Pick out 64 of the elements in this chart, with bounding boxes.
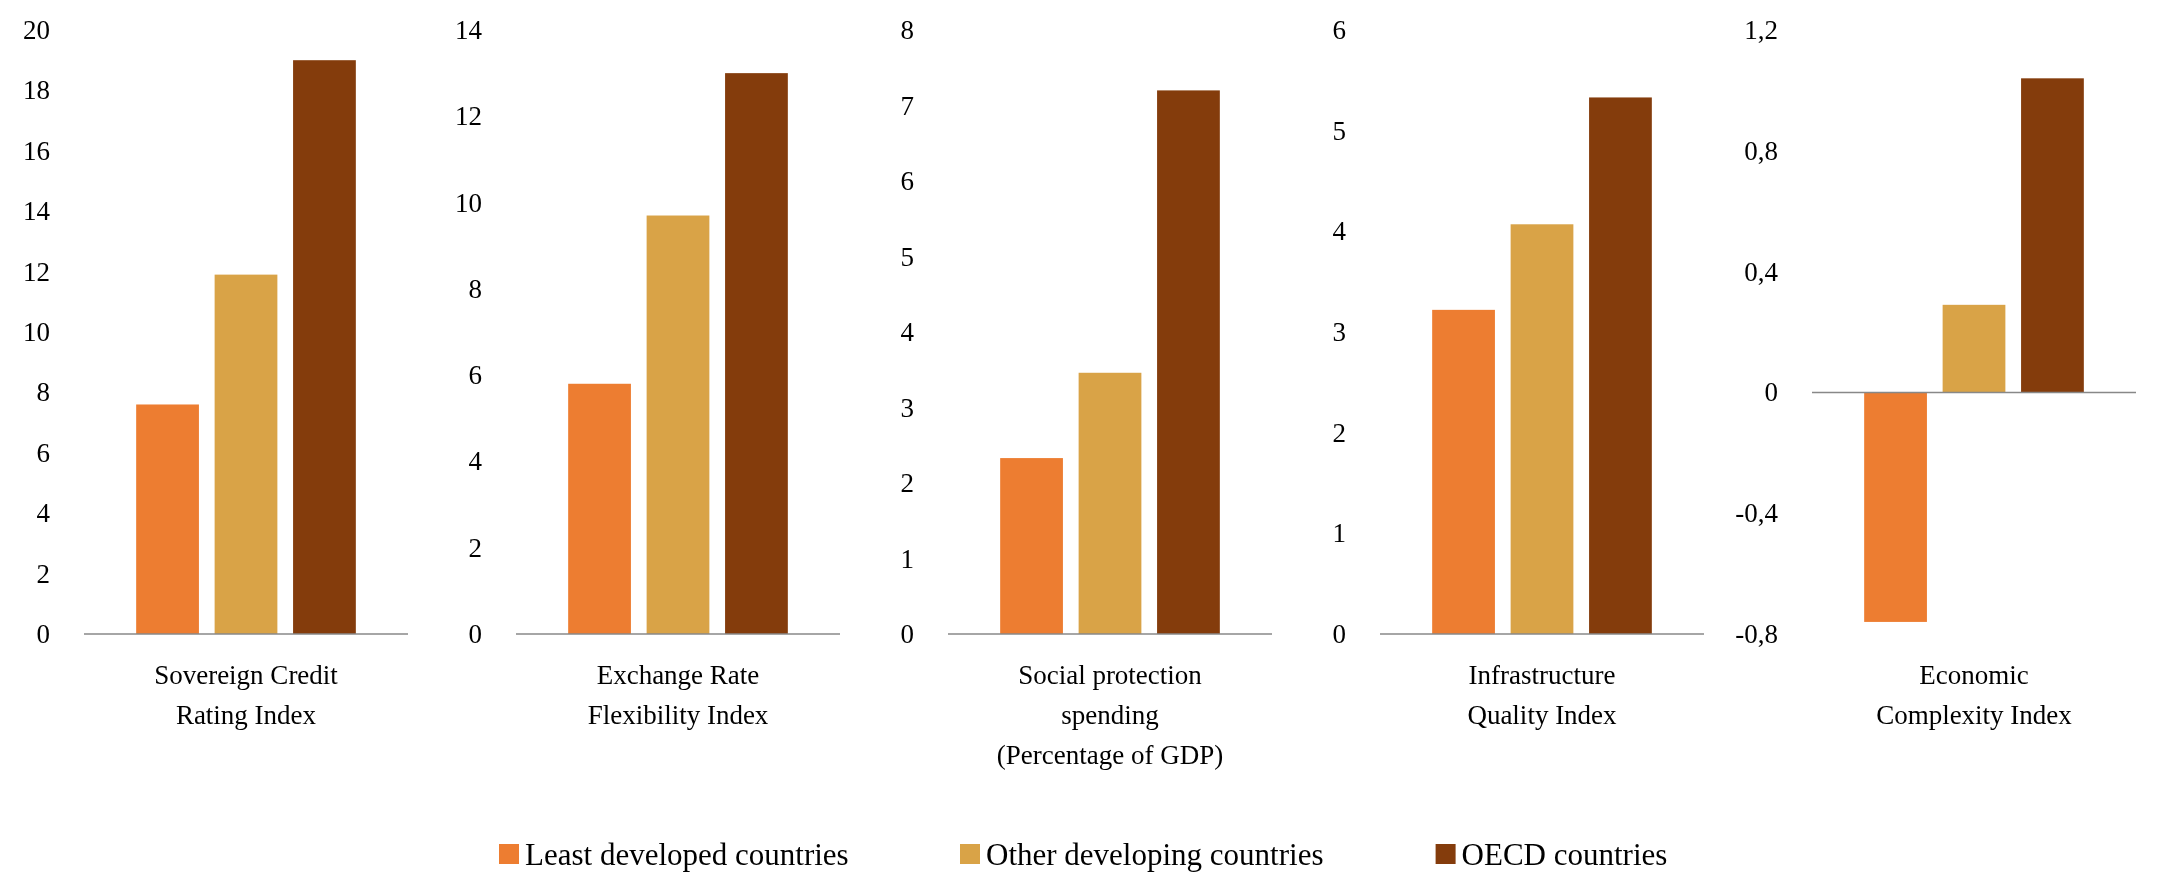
y-tick-label: 5	[900, 241, 914, 272]
y-tick-label: 6	[1332, 15, 1346, 45]
y-tick-label: 5	[1332, 115, 1346, 146]
y-tick-label: -0,4	[1735, 498, 1779, 529]
y-tick-label: 2	[36, 558, 50, 589]
bar	[1510, 224, 1574, 634]
bar	[1000, 458, 1063, 634]
x-tick-label: Social protection spending (Percentage of GDP)	[996, 660, 1224, 770]
y-tick-label: 16	[23, 135, 50, 166]
y-tick-label: 14	[23, 196, 51, 227]
bar	[1864, 392, 1927, 622]
x-tick-label: Sovereign Credit Rating Index	[154, 660, 339, 730]
y-tick-label: 10	[23, 317, 50, 347]
bar	[293, 60, 356, 634]
y-tick-label: 0	[1332, 619, 1346, 649]
y-tick-label: 1	[900, 543, 914, 574]
y-tick-label: 2	[900, 468, 914, 498]
y-tick-label: 8	[900, 15, 914, 45]
y-tick-label: 8	[36, 377, 50, 408]
y-tick-label: 2	[1332, 417, 1346, 448]
y-tick-label: 0,8	[1744, 135, 1778, 166]
bar	[1589, 97, 1652, 634]
y-tick-label: 0	[1764, 377, 1778, 408]
legend-label: Other developing countries	[986, 836, 1324, 872]
y-tick-label: 4	[900, 317, 915, 347]
y-tick-label: 6	[36, 437, 50, 468]
y-tick-label: 0	[900, 619, 914, 649]
legend-label: Least developed countries	[525, 836, 849, 872]
bar	[136, 404, 199, 634]
y-tick-label: 6	[468, 360, 482, 391]
y-tick-label: 10	[455, 187, 482, 218]
bar	[2021, 78, 2084, 393]
bar	[1432, 309, 1495, 634]
y-tick-label: 3	[900, 392, 914, 423]
y-tick-label: -0,8	[1735, 619, 1778, 649]
bar	[214, 274, 278, 634]
x-tick-label: Infrastructure Quality Index	[1467, 660, 1618, 730]
bar	[568, 383, 631, 634]
y-tick-label: 6	[900, 166, 914, 196]
y-tick-label: 20	[23, 15, 50, 45]
y-tick-label: 4	[1332, 216, 1347, 247]
y-tick-label: 4	[468, 446, 483, 477]
legend-label: OECD countries	[1461, 836, 1668, 872]
y-tick-label: 3	[1332, 317, 1346, 347]
bar	[1157, 90, 1220, 634]
y-tick-label: 0	[36, 619, 50, 649]
x-tick-label: Exchange Rate Flexibility Index	[587, 660, 769, 730]
y-tick-label: 14	[455, 15, 483, 45]
x-tick-label: Economic Complexity Index	[1876, 660, 2073, 730]
bar	[646, 215, 710, 634]
y-tick-label: 1,2	[1744, 15, 1778, 45]
bar	[725, 73, 788, 634]
y-tick-label: 8	[468, 273, 482, 304]
y-tick-label: 12	[455, 101, 482, 132]
y-tick-label: 18	[23, 75, 50, 106]
y-tick-label: 2	[468, 532, 482, 563]
bar	[1942, 304, 2006, 393]
y-tick-label: 4	[36, 498, 51, 529]
y-tick-label: 12	[23, 256, 50, 287]
y-tick-label: 0,4	[1744, 256, 1779, 287]
y-tick-label: 0	[468, 619, 482, 649]
y-tick-label: 7	[900, 90, 914, 121]
y-tick-label: 1	[1332, 518, 1346, 549]
bar	[1078, 372, 1142, 634]
